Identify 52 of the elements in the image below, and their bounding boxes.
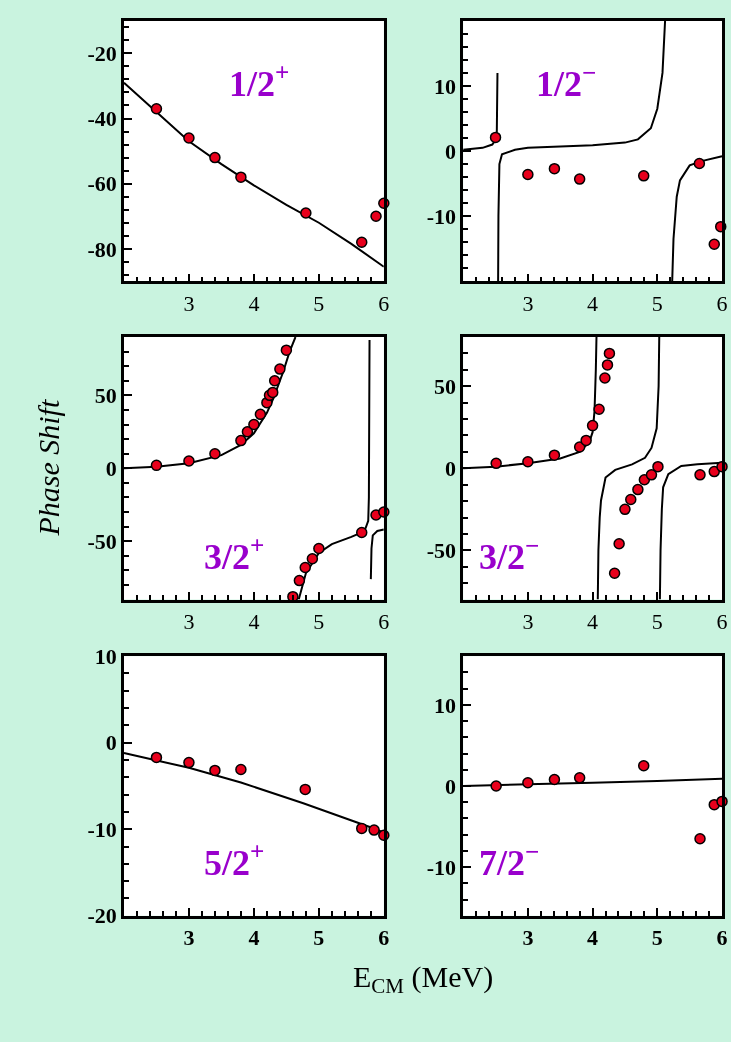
y-tick-label: 0 (105, 455, 117, 481)
x-tick-label: 5 (651, 290, 663, 316)
y-tick-label: -40 (87, 106, 117, 132)
y-tick-label: -50 (426, 538, 457, 564)
x-tick-label: 5 (313, 924, 325, 950)
y-tick-label: 0 (445, 773, 457, 799)
x-tick-label: 6 (716, 608, 728, 634)
y-tick-label: -50 (87, 528, 117, 554)
y-tick-label: 50 (94, 383, 117, 409)
x-tick-label: 6 (716, 924, 728, 950)
x-tick-label: 3 (183, 924, 195, 950)
annotation: 7/2$^{−}$ (479, 838, 540, 884)
y-tick-label: -20 (87, 41, 117, 67)
x-tick-label: 3 (522, 608, 534, 634)
y-tick-label: 10 (434, 692, 457, 718)
x-tick-label: 3 (522, 290, 534, 316)
x-tick-label: 6 (378, 290, 390, 316)
x-tick-label: 5 (313, 290, 325, 316)
x-tick-label: 4 (587, 608, 599, 634)
y-tick-label: -10 (426, 203, 457, 229)
y-tick-label: 10 (94, 643, 117, 669)
x-tick-label: 6 (378, 924, 390, 950)
annotation: 5/2$^{+}$ (204, 838, 265, 884)
y-tick-label: 0 (445, 455, 457, 481)
annotation: 3/2$^{−}$ (479, 532, 540, 578)
y-tick-label: 50 (434, 373, 457, 399)
y-tick-label: 0 (105, 730, 117, 756)
y-tick-label: -10 (426, 854, 457, 880)
x-tick-label: 6 (716, 290, 728, 316)
y-axis-title: Phase Shift (31, 399, 65, 537)
x-tick-label: 6 (378, 608, 390, 634)
x-axis-title: E$_{CM}$ (MeV) (353, 960, 494, 999)
x-tick-label: 4 (248, 608, 260, 634)
annotation: 1/2$^{+}$ (229, 59, 290, 105)
x-tick-label: 4 (248, 924, 260, 950)
x-tick-label: 4 (587, 924, 599, 950)
y-tick-label: 0 (445, 138, 457, 164)
y-tick-label: -80 (87, 236, 117, 262)
annotation: 3/2$^{+}$ (204, 532, 265, 578)
annotation: 1/2$^{−}$ (536, 59, 597, 105)
x-tick-label: 4 (248, 290, 260, 316)
x-tick-label: 4 (587, 290, 599, 316)
y-tick-label: -60 (87, 171, 117, 197)
x-tick-label: 3 (183, 608, 195, 634)
x-tick-label: 5 (651, 608, 663, 634)
y-tick-label: -10 (87, 816, 117, 842)
x-tick-label: 3 (522, 924, 534, 950)
x-tick-label: 5 (651, 924, 663, 950)
y-tick-label: -20 (87, 903, 117, 929)
x-tick-label: 3 (183, 290, 195, 316)
x-tick-label: 5 (313, 608, 325, 634)
y-tick-label: 10 (434, 73, 457, 99)
